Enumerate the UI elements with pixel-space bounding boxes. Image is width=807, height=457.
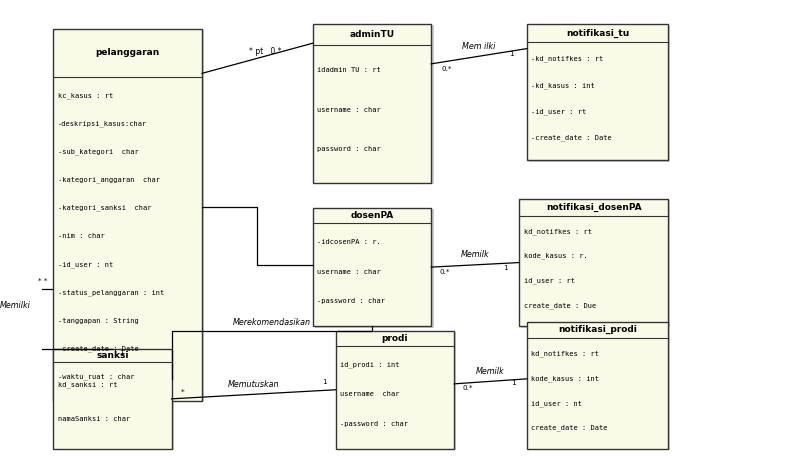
- Text: 1: 1: [509, 51, 514, 57]
- Text: 0.*: 0.*: [441, 66, 452, 72]
- FancyBboxPatch shape: [313, 24, 431, 183]
- Text: dosenPA: dosenPA: [350, 211, 394, 220]
- Text: -tanggapan : String: -tanggapan : String: [57, 318, 139, 324]
- Text: sanksi: sanksi: [96, 351, 128, 360]
- Text: -password : char: -password : char: [317, 298, 386, 304]
- Text: kd_notifkes : rt: kd_notifkes : rt: [524, 228, 592, 235]
- Text: Mem ilki: Mem ilki: [462, 42, 495, 51]
- Text: prodi: prodi: [382, 334, 408, 343]
- Text: -id_user : rt: -id_user : rt: [531, 108, 587, 115]
- Text: -waktu_ruat : char: -waktu_ruat : char: [57, 374, 134, 381]
- Text: -status_pelanggaran : int: -status_pelanggaran : int: [57, 289, 164, 296]
- Text: kd_sanksi : rt: kd_sanksi : rt: [57, 381, 117, 388]
- Text: id_user : nt: id_user : nt: [531, 400, 583, 407]
- Text: notifikasi_dosenPA: notifikasi_dosenPA: [546, 202, 642, 212]
- Text: username : char: username : char: [317, 269, 381, 275]
- FancyBboxPatch shape: [316, 26, 433, 185]
- Text: -deskripsi_kasus:char: -deskripsi_kasus:char: [57, 120, 147, 127]
- Text: 1: 1: [503, 265, 508, 271]
- Text: -nim : char: -nim : char: [57, 233, 104, 239]
- Text: Memilki: Memilki: [0, 301, 30, 310]
- Text: -create_date : Date: -create_date : Date: [57, 345, 139, 352]
- Text: -create_date : Date: -create_date : Date: [531, 135, 612, 141]
- Text: -kategori_anggaran  char: -kategori_anggaran char: [57, 176, 160, 183]
- Text: kd_notifkes : rt: kd_notifkes : rt: [531, 351, 600, 357]
- FancyBboxPatch shape: [338, 332, 457, 450]
- Text: -kd_notifkes : rt: -kd_notifkes : rt: [531, 56, 604, 62]
- Text: 0.*: 0.*: [440, 269, 450, 275]
- FancyBboxPatch shape: [529, 323, 671, 450]
- Text: -id_user : nt: -id_user : nt: [57, 261, 113, 268]
- FancyBboxPatch shape: [313, 208, 431, 326]
- FancyBboxPatch shape: [56, 350, 174, 450]
- FancyBboxPatch shape: [529, 26, 671, 162]
- FancyBboxPatch shape: [336, 331, 454, 449]
- Text: 1: 1: [322, 379, 327, 385]
- Text: password : char: password : char: [317, 147, 381, 153]
- FancyBboxPatch shape: [53, 29, 202, 401]
- Text: notifikasi_tu: notifikasi_tu: [566, 28, 629, 37]
- Text: kc_kasus : rt: kc_kasus : rt: [57, 92, 113, 99]
- Text: idadmin TU : rt: idadmin TU : rt: [317, 68, 381, 74]
- Text: 0.*: 0.*: [462, 385, 473, 391]
- Text: * pt   0 *: * pt 0 *: [249, 47, 282, 56]
- FancyBboxPatch shape: [56, 30, 204, 403]
- Text: 1: 1: [119, 350, 123, 356]
- FancyBboxPatch shape: [521, 200, 671, 328]
- FancyBboxPatch shape: [527, 24, 668, 160]
- FancyBboxPatch shape: [316, 209, 433, 328]
- Text: id_user : rt: id_user : rt: [524, 277, 575, 284]
- Text: create_date : Date: create_date : Date: [531, 425, 608, 431]
- Text: -password : char: -password : char: [341, 421, 408, 427]
- Text: *: *: [181, 388, 185, 394]
- Text: pelanggaran: pelanggaran: [95, 48, 160, 57]
- Text: notifikasi_prodi: notifikasi_prodi: [558, 325, 637, 335]
- Text: kode_kasus : int: kode_kasus : int: [531, 375, 600, 382]
- Text: Memilk: Memilk: [476, 367, 505, 376]
- Text: -kategori_sanksi  char: -kategori_sanksi char: [57, 205, 151, 212]
- FancyBboxPatch shape: [519, 199, 668, 326]
- Text: Memilk: Memilk: [461, 250, 490, 260]
- Text: create_date : Due: create_date : Due: [524, 302, 596, 308]
- Text: adminTU: adminTU: [349, 30, 395, 39]
- Text: -idcosenPA : r.: -idcosenPA : r.: [317, 239, 381, 245]
- Text: username  char: username char: [341, 392, 399, 398]
- Text: -kd_kasus : int: -kd_kasus : int: [531, 82, 595, 89]
- Text: username : char: username : char: [317, 107, 381, 113]
- FancyBboxPatch shape: [53, 349, 172, 449]
- Text: Memutuskan: Memutuskan: [228, 380, 279, 389]
- Text: kode_kasus : r.: kode_kasus : r.: [524, 253, 587, 260]
- Text: * *: * *: [38, 278, 48, 284]
- FancyBboxPatch shape: [527, 322, 668, 449]
- Text: namaSanksi : char: namaSanksi : char: [57, 416, 130, 422]
- Text: id_prodi : int: id_prodi : int: [341, 362, 399, 368]
- Text: Merekomendasikan: Merekomendasikan: [232, 318, 311, 327]
- Text: -sub_kategori  char: -sub_kategori char: [57, 149, 139, 155]
- Text: 1: 1: [511, 380, 516, 386]
